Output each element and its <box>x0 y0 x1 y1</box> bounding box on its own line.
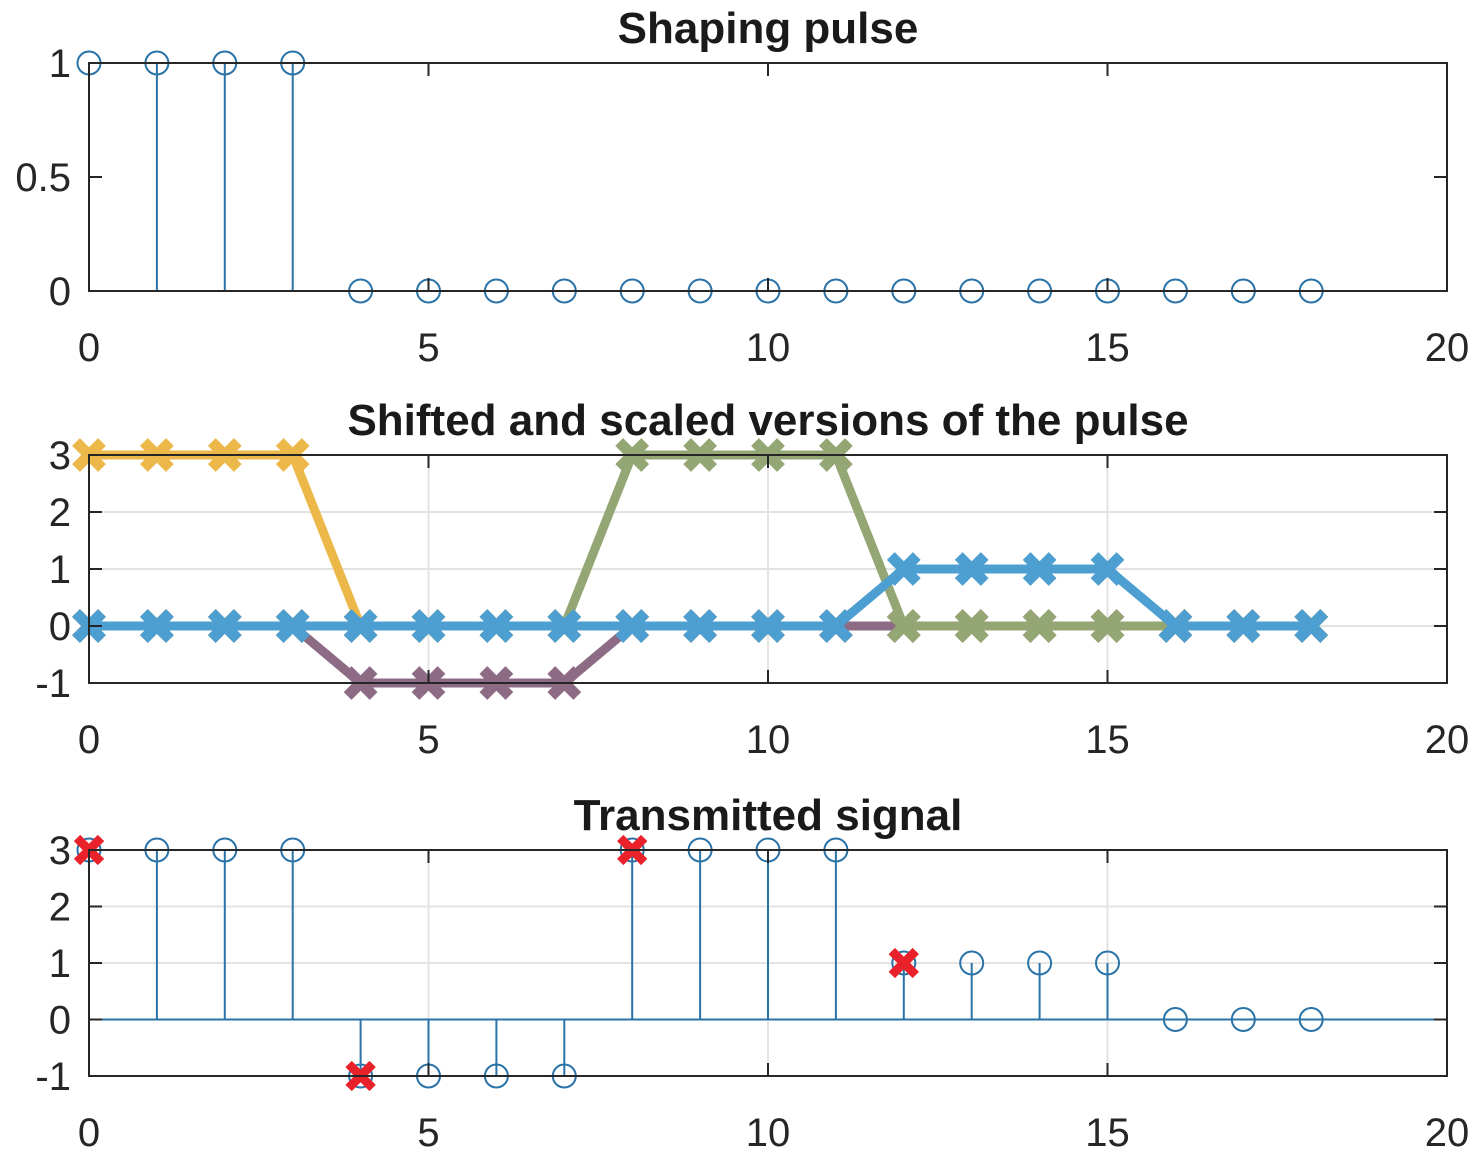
y-tick-label: 0 <box>49 999 71 1043</box>
chart-title: Transmitted signal <box>574 791 963 840</box>
x-tick-label: 0 <box>78 718 100 762</box>
x-tick-label: 0 <box>78 326 100 370</box>
y-tick-label: 1 <box>49 42 71 86</box>
x-marker <box>886 609 921 643</box>
stem-marker <box>1095 950 1120 976</box>
x-marker <box>343 609 378 643</box>
x-tick-label: 5 <box>417 326 439 370</box>
x-tick-label: 20 <box>1425 1111 1470 1150</box>
x-marker <box>954 609 989 643</box>
x-marker <box>819 609 853 643</box>
x-tick-label: 15 <box>1085 326 1130 370</box>
chart-title: Shaping pulse <box>618 4 919 53</box>
stem-marker <box>959 950 985 976</box>
y-tick-label: -1 <box>35 662 71 706</box>
series-line <box>89 450 1312 631</box>
x-marker <box>886 552 921 586</box>
x-marker <box>751 609 785 643</box>
series-line <box>89 450 1312 631</box>
axes-1: 0 5 10 15 20 0 0.5 1 Shaping pulse <box>15 4 1469 370</box>
symbol-marker <box>888 947 919 979</box>
x-marker <box>1090 609 1125 643</box>
series-pulse-3 <box>72 438 1329 643</box>
chart-title: Shifted and scaled versions of the pulse <box>347 396 1188 445</box>
series-line <box>89 564 1312 631</box>
x-marker <box>615 609 650 643</box>
x-tick-label: 5 <box>417 718 439 762</box>
y-tick-label: 0 <box>49 270 71 314</box>
y-tick-label: 2 <box>49 491 71 535</box>
x-marker <box>275 609 310 643</box>
x-marker <box>1022 552 1057 586</box>
x-marker <box>1158 609 1193 643</box>
x-tick-label: 5 <box>417 1111 439 1150</box>
stem-marker <box>891 950 917 976</box>
y-tick-label: 1 <box>49 548 71 592</box>
series-pulse-4 <box>72 552 1329 643</box>
x-marker <box>1294 609 1329 643</box>
x-tick-label: 15 <box>1085 718 1130 762</box>
x-marker <box>1226 609 1261 643</box>
y-tick-label: 1 <box>49 942 71 986</box>
y-tick-label: 2 <box>49 886 71 930</box>
x-marker <box>140 609 174 643</box>
x-marker <box>207 609 242 643</box>
stem-marker <box>1027 950 1053 976</box>
x-marker <box>1090 552 1125 586</box>
y-tick-label: 3 <box>49 829 71 873</box>
series-pulse-1 <box>72 438 1329 643</box>
y-tick-label: -1 <box>35 1055 71 1099</box>
plot-area <box>72 438 1329 700</box>
series-pulse <box>76 50 1324 304</box>
x-marker <box>479 609 514 643</box>
x-marker <box>411 609 446 643</box>
x-tick-label: 20 <box>1425 326 1470 370</box>
x-marker <box>954 552 989 586</box>
x-marker <box>1022 609 1057 643</box>
x-tick-label: 0 <box>78 1111 100 1150</box>
x-marker <box>547 609 582 643</box>
x-tick-label: 20 <box>1425 718 1470 762</box>
x-tick-label: 10 <box>746 326 791 370</box>
series-line <box>89 621 1312 688</box>
y-tick-label: 3 <box>49 434 71 478</box>
x-tick-label: 15 <box>1085 1111 1130 1150</box>
x-tick-label: 10 <box>746 718 791 762</box>
x-tick-label: 10 <box>746 1111 791 1150</box>
y-tick-label: 0 <box>49 605 71 649</box>
y-tick-label: 0.5 <box>15 156 71 200</box>
plot-area <box>76 50 1324 304</box>
x-marker <box>683 609 717 643</box>
